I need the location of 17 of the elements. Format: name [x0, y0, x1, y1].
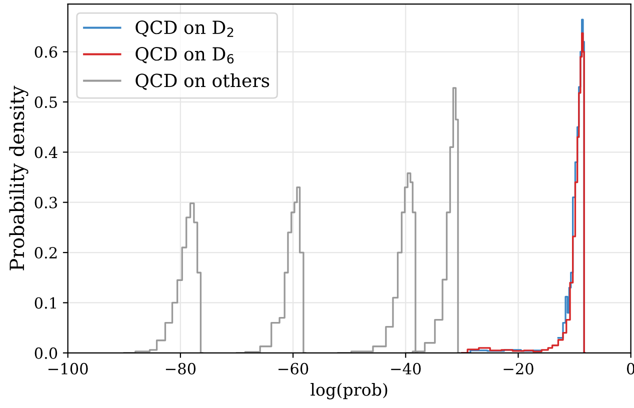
legend-label: QCD on D$_{2}$: [136, 20, 234, 37]
y-axis-title: Probability density: [9, 86, 28, 270]
y-tick-label: 0.5: [34, 96, 57, 108]
x-tick-label: −60: [278, 362, 308, 374]
y-tick-label: 0.3: [34, 196, 57, 208]
x-tick-label: −40: [391, 362, 421, 374]
y-tick-label: 0.2: [34, 247, 57, 259]
y-tick-label: 0.0: [34, 347, 58, 359]
x-tick-label: −20: [504, 362, 534, 374]
x-tick-label: −100: [48, 362, 88, 374]
y-tick-label: 0.6: [34, 46, 58, 58]
x-tick-label: −80: [166, 362, 196, 374]
y-tick-label: 0.1: [34, 297, 56, 309]
legend-label: QCD on others: [136, 73, 270, 90]
x-axis-title: log(prob): [310, 382, 388, 400]
y-tick-label: 0.4: [34, 146, 58, 158]
legend-label: QCD on D$_{6}$: [136, 47, 234, 64]
